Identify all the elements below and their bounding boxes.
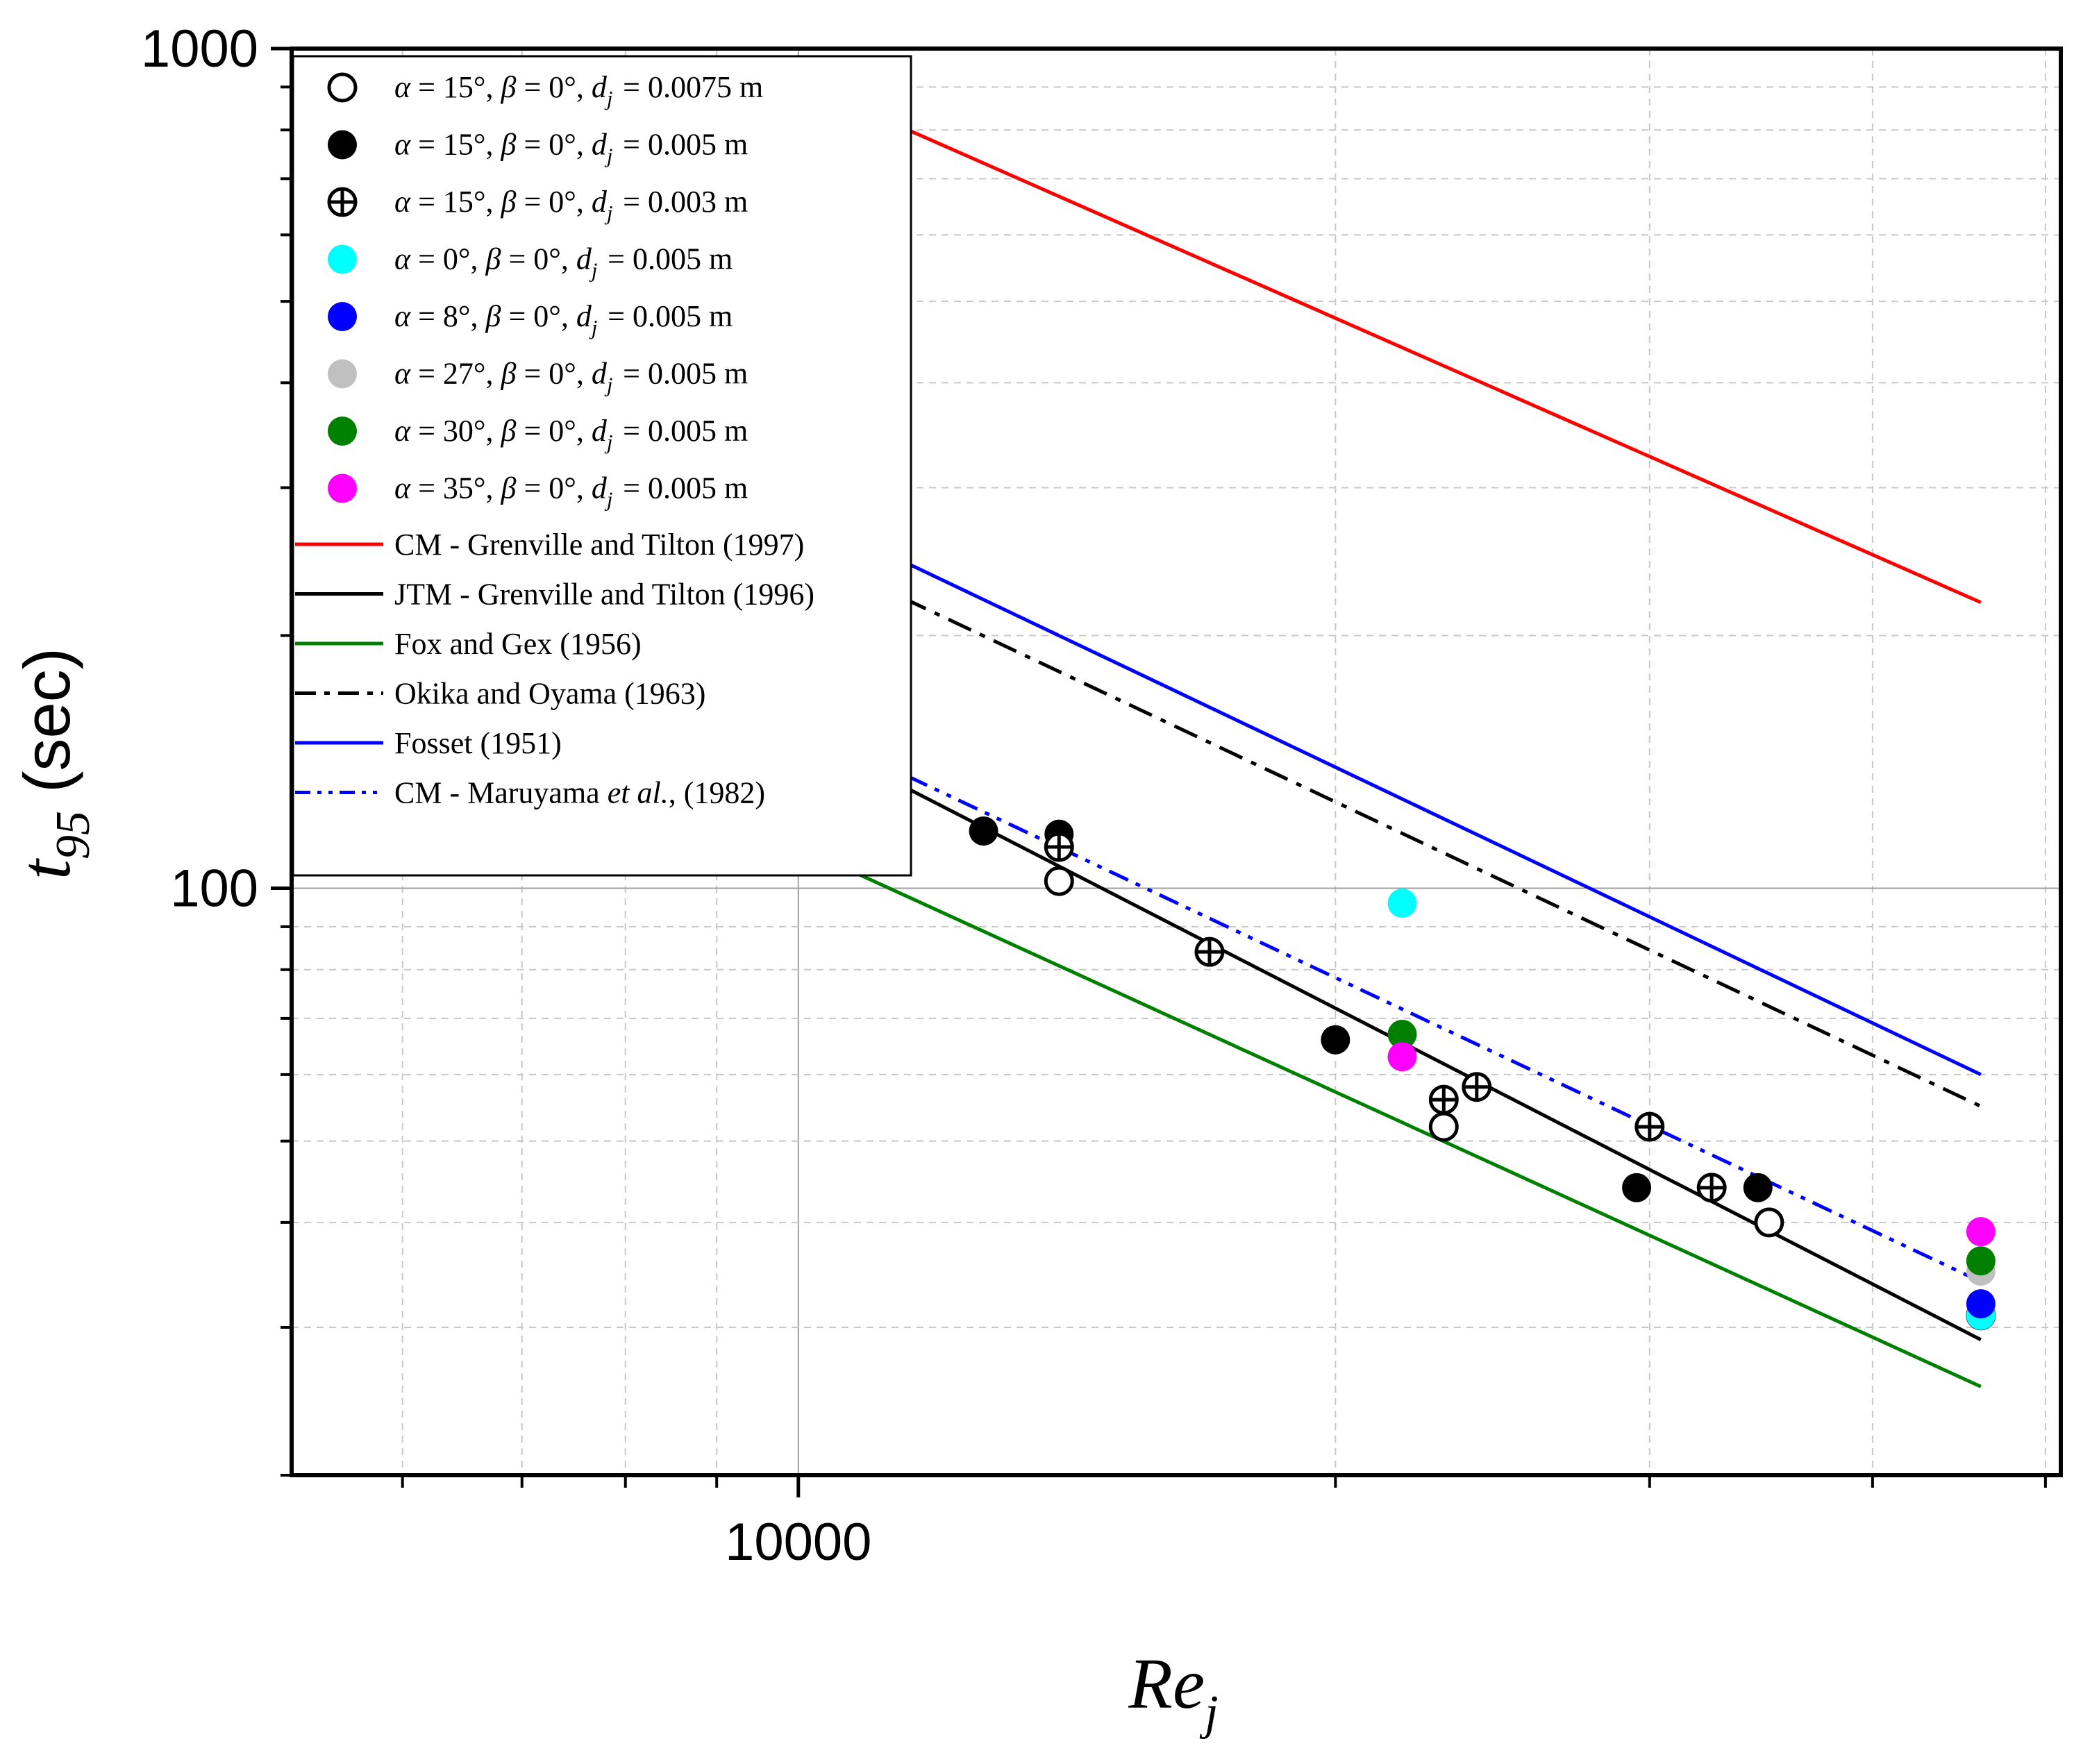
data-point-s2-2 — [1194, 936, 1225, 967]
data-points — [843, 713, 1996, 1331]
data-point-s0-0 — [1044, 866, 1074, 896]
data-point-s0-1 — [1428, 1111, 1459, 1142]
x-tick-label: 10000 — [725, 1513, 871, 1572]
data-point-s6-1 — [1966, 1246, 1996, 1276]
data-point-s2-4 — [1462, 1072, 1492, 1102]
legend-label: α = 15°, β = 0°, dj = 0.0075 m — [394, 70, 763, 110]
legend-label: α = 15°, β = 0°, dj = 0.005 m — [394, 128, 748, 168]
correlation-line-5 — [857, 751, 1982, 1284]
plot-frame — [290, 47, 2063, 1477]
correlation-line-3 — [857, 575, 1982, 1108]
data-point-s4-0 — [1966, 1289, 1996, 1319]
data-point-s0-2 — [1754, 1207, 1784, 1238]
y-axis-title: t95 (sec) — [6, 648, 100, 880]
legend-label: α = 0°, β = 0°, dj = 0.005 m — [394, 242, 733, 283]
legend-marker-3 — [328, 244, 357, 274]
axes — [271, 47, 2063, 1497]
data-point-s2-1 — [1044, 832, 1074, 862]
legend-label: Okika and Oyama (1963) — [394, 677, 705, 711]
tick-labels: 100 1000 10000 — [141, 19, 872, 1572]
data-point-s2-5 — [1634, 1111, 1665, 1142]
data-point-s6-0 — [1387, 1019, 1417, 1049]
legend-marker-4 — [328, 302, 357, 331]
y-tick-label: 1000 — [141, 19, 258, 78]
legend-marker-6 — [328, 417, 357, 446]
correlation-lines — [857, 106, 1982, 1388]
data-point-s2-3 — [1428, 1084, 1459, 1115]
data-point-s1-2 — [1321, 1025, 1350, 1055]
legend-marker-7 — [328, 473, 357, 503]
correlation-line-1 — [857, 761, 1982, 1342]
data-point-s1-4 — [1743, 1173, 1773, 1202]
legend-label: α = 8°, β = 0°, dj = 0.005 m — [394, 299, 733, 339]
data-point-s2-6 — [1696, 1173, 1727, 1203]
legend: α = 15°, β = 0°, dj = 0.0075 m α = 15°, β… — [292, 55, 912, 877]
correlation-line-0 — [857, 106, 1982, 605]
legend-label: Fox and Gex (1956) — [394, 627, 642, 661]
data-point-s7-0 — [1387, 1042, 1417, 1072]
legend-label: α = 27°, β = 0°, dj = 0.005 m — [394, 357, 748, 397]
legend-marker-1 — [328, 130, 357, 160]
correlation-line-4 — [857, 538, 1982, 1077]
legend-label: Fosset (1951) — [394, 726, 562, 760]
legend-label: α = 35°, β = 0°, dj = 0.005 m — [394, 471, 748, 512]
legend-label: JTM - Grenville and Tilton (1996) — [394, 578, 814, 612]
y-tick-label: 100 — [170, 859, 258, 918]
legend-label: α = 30°, β = 0°, dj = 0.005 m — [394, 414, 748, 454]
data-point-s7-1 — [1966, 1217, 1996, 1247]
legend-label: α = 15°, β = 0°, dj = 0.003 m — [394, 185, 748, 225]
data-point-s3-0 — [1387, 889, 1417, 918]
x-axis-title: Rej — [1128, 1644, 1218, 1740]
legend-marker-0 — [327, 72, 358, 103]
data-point-s1-0 — [969, 816, 998, 846]
legend-marker-2 — [327, 187, 358, 217]
axis-titles: Rej t95 (sec) — [6, 648, 1219, 1740]
data-point-s1-3 — [1622, 1173, 1652, 1202]
legend-marker-5 — [328, 359, 357, 389]
legend-label: CM - Grenville and Tilton (1997) — [394, 528, 804, 562]
correlation-line-2 — [857, 872, 1982, 1388]
legend-box — [292, 55, 912, 877]
legend-label: CM - Maruyama et al., (1982) — [394, 776, 765, 810]
